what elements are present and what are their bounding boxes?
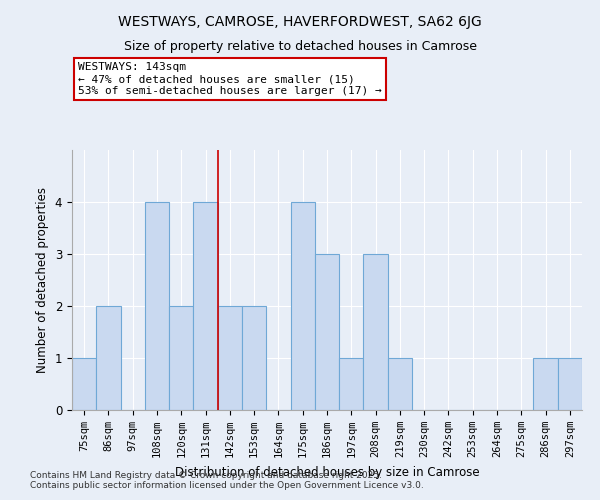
Bar — [339, 358, 364, 410]
Bar — [290, 202, 315, 410]
Bar — [388, 358, 412, 410]
Y-axis label: Number of detached properties: Number of detached properties — [36, 187, 49, 373]
Text: WESTWAYS: 143sqm
← 47% of detached houses are smaller (15)
53% of semi-detached : WESTWAYS: 143sqm ← 47% of detached house… — [78, 62, 382, 96]
X-axis label: Distribution of detached houses by size in Camrose: Distribution of detached houses by size … — [175, 466, 479, 478]
Text: Size of property relative to detached houses in Camrose: Size of property relative to detached ho… — [124, 40, 476, 53]
Bar — [364, 254, 388, 410]
Text: Contains HM Land Registry data © Crown copyright and database right 2025.
Contai: Contains HM Land Registry data © Crown c… — [30, 470, 424, 490]
Bar — [533, 358, 558, 410]
Bar — [169, 306, 193, 410]
Text: WESTWAYS, CAMROSE, HAVERFORDWEST, SA62 6JG: WESTWAYS, CAMROSE, HAVERFORDWEST, SA62 6… — [118, 15, 482, 29]
Bar — [145, 202, 169, 410]
Bar — [193, 202, 218, 410]
Bar — [558, 358, 582, 410]
Bar — [96, 306, 121, 410]
Bar — [315, 254, 339, 410]
Bar — [72, 358, 96, 410]
Bar — [218, 306, 242, 410]
Bar — [242, 306, 266, 410]
